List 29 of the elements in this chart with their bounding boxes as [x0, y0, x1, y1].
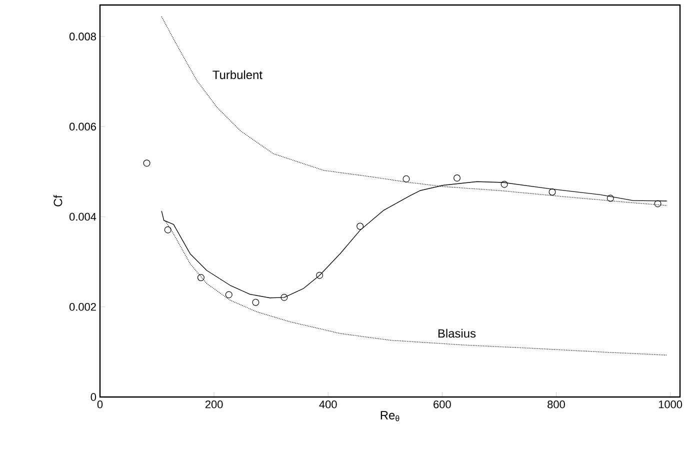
point	[606, 194, 614, 202]
x-axis-title: Re$_{θ}$	[380, 411, 400, 422]
series-label: Turbulent	[212, 70, 262, 80]
point	[402, 175, 410, 182]
point	[316, 272, 324, 279]
x-tick-label: 400	[319, 400, 337, 408]
x-tick-label: 200	[205, 400, 223, 408]
x-tick-label: 1000	[658, 400, 682, 408]
point	[654, 200, 662, 208]
x-tick-label: 0	[97, 400, 103, 408]
point	[197, 274, 204, 282]
point	[225, 291, 232, 298]
point	[356, 222, 364, 230]
y-tick-label: 0	[90, 393, 96, 401]
point	[454, 174, 461, 182]
y-tick-label: 0.002	[69, 303, 96, 311]
point	[164, 226, 172, 234]
y-tick-label: 0.004	[69, 212, 96, 221]
y-tick-label: 0.006	[69, 122, 96, 131]
point	[143, 160, 150, 167]
point	[548, 188, 556, 196]
point	[500, 180, 508, 188]
y-tick-label: 0.008	[69, 32, 96, 40]
y-axis-title: Cf	[53, 195, 62, 206]
x-tick-label: 800	[548, 400, 565, 408]
series-label: Blasius	[438, 328, 476, 338]
point	[280, 294, 288, 301]
point	[252, 298, 260, 306]
x-tick-label: 600	[434, 400, 451, 408]
